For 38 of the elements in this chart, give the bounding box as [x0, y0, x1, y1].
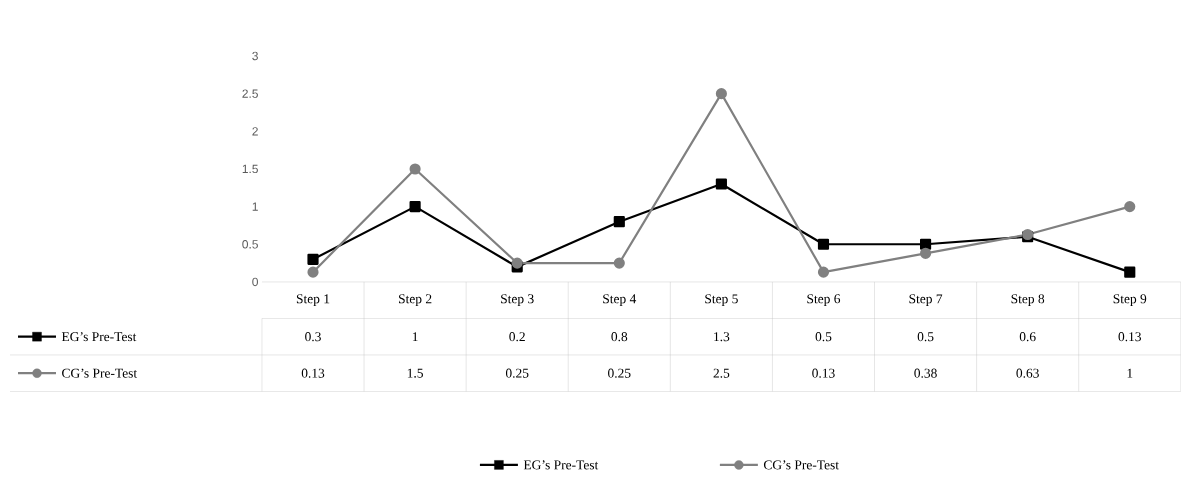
data-label: 1.5 [407, 368, 423, 378]
text: EG’s Pre-Test [523, 460, 599, 470]
y-tick-label: 1.5 [242, 164, 258, 174]
x-tick-label: Step 5 [705, 294, 738, 307]
data-label: 0.13 [301, 368, 325, 378]
x-tick-label: Step 4 [603, 294, 637, 307]
text: CG’s Pre-Test [62, 368, 138, 378]
x-tick-label: Step 7 [909, 294, 943, 307]
x-tick-label: Step 3 [501, 294, 534, 307]
data-label: 0.13 [1118, 332, 1141, 342]
x-tick-label: Step 2 [399, 294, 432, 307]
y-tick-label: 0 [252, 277, 258, 287]
data-label: 1 [412, 332, 418, 342]
y-tick-label: 1 [252, 202, 258, 211]
data-label: 0.25 [505, 368, 529, 378]
data-label: 2.5 [713, 368, 730, 378]
y-tick-label: 0.5 [242, 240, 258, 249]
data-label: 0.6 [1019, 332, 1036, 342]
y-tick-label: 2.5 [242, 89, 258, 98]
data-label: 0.63 [1016, 368, 1039, 378]
x-tick-label: Step 9 [1113, 294, 1147, 307]
data-label: 1 [1127, 368, 1133, 378]
x-tick-label: Step 1 [296, 294, 330, 307]
x-tick-label: Step 6 [807, 294, 841, 307]
data-label: 0.3 [305, 332, 321, 342]
data-label: 0.13 [812, 368, 835, 378]
data-label: 0.8 [611, 332, 628, 342]
y-tick-label: 2 [252, 127, 258, 136]
x-tick-label: Step 8 [1011, 294, 1045, 307]
data-label: 0.2 [509, 332, 525, 342]
data-label: 0.5 [815, 332, 832, 342]
legend-label: EG’s Pre-Test [61, 332, 137, 342]
y-tick-label: 3 [252, 51, 258, 61]
data-label: 0.25 [608, 368, 631, 378]
legend-label: CG’s Pre-Test [763, 460, 839, 470]
data-label: 1.3 [714, 332, 730, 342]
data-label: 0.5 [917, 332, 934, 342]
data-label: 0.38 [914, 368, 937, 378]
